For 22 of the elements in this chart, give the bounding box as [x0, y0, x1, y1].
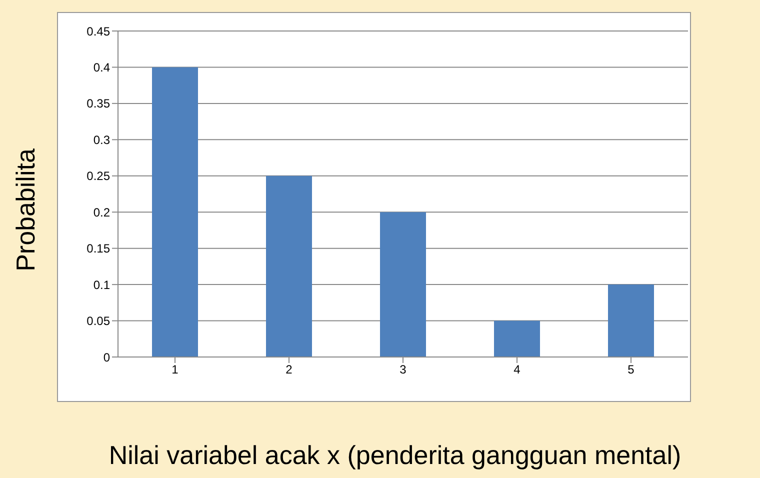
y-tick-label: 0.35	[86, 96, 110, 111]
x-tick-label: 5	[628, 362, 635, 377]
x-tick-label: 2	[286, 362, 293, 377]
bar	[380, 212, 426, 357]
y-tick-label: 0	[103, 350, 110, 364]
bar	[494, 320, 540, 357]
x-tick-label: 1	[172, 362, 179, 377]
x-tick-label: 3	[400, 362, 407, 377]
bar	[152, 67, 198, 357]
y-tick-label: 0.45	[86, 24, 110, 38]
y-tick-label: 0.2	[93, 205, 110, 220]
x-tick-label: 4	[514, 362, 521, 377]
bar	[608, 284, 654, 357]
bar	[266, 176, 312, 357]
y-tick-label: 0.05	[86, 314, 110, 328]
y-tick-label: 0.15	[86, 242, 110, 256]
y-tick-label: 0.25	[86, 169, 110, 184]
y-tick-label: 0.1	[93, 278, 110, 292]
y-tick-label: 0.3	[93, 132, 110, 147]
y-tick-label: 0.4	[93, 60, 110, 74]
x-axis-title: Nilai variabel acak x (penderita gangguan mental)	[108, 440, 682, 471]
y-axis-title: Probabilita	[10, 148, 42, 272]
